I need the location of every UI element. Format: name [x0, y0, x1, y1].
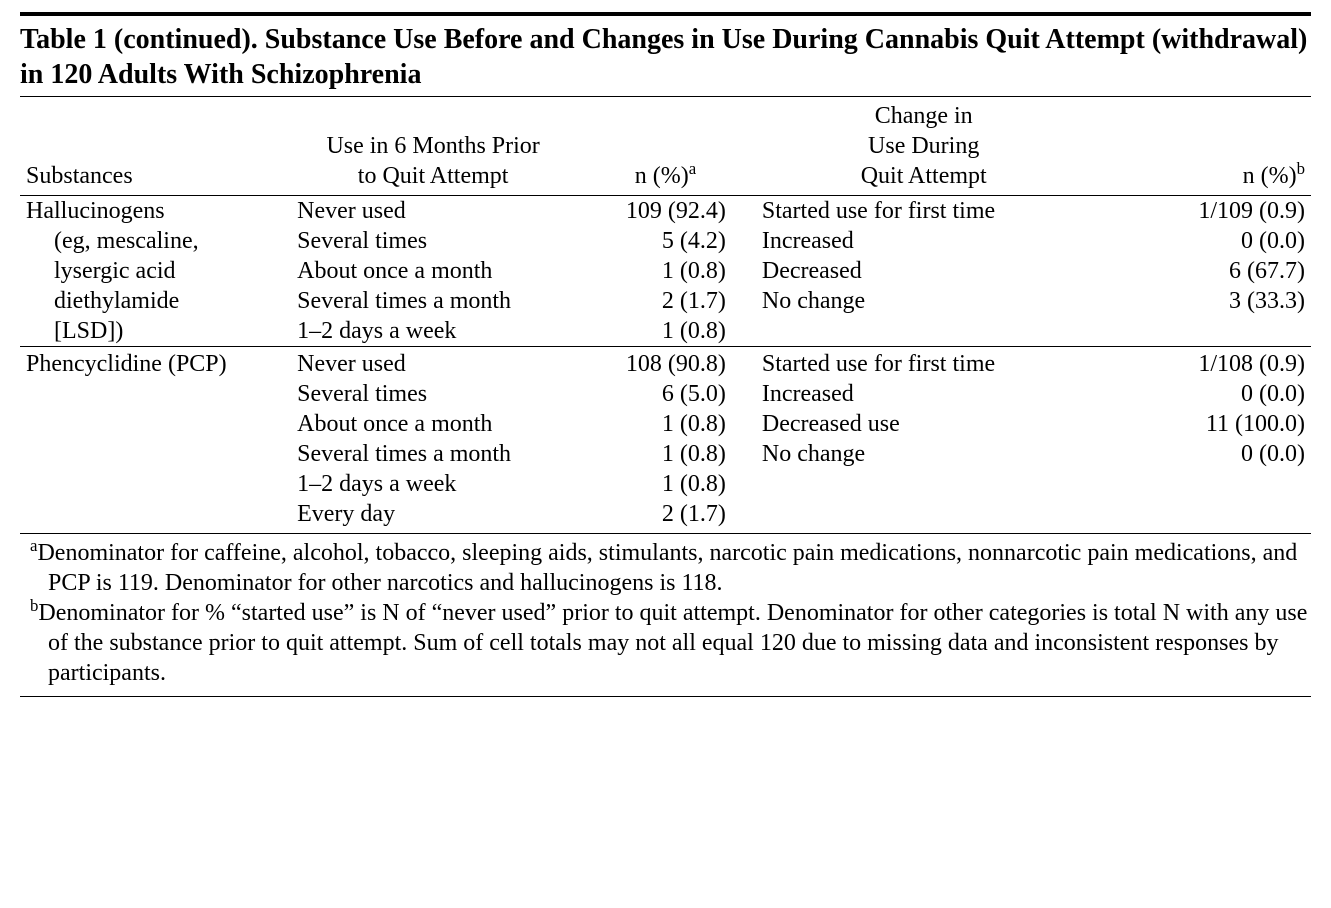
prior-use-label: Never used [291, 347, 575, 380]
prior-use-value: 1 (0.8) [575, 469, 756, 499]
prior-use-label: Never used [291, 196, 575, 227]
substance-name-cont [20, 379, 291, 409]
change-value: 0 (0.0) [1092, 226, 1311, 256]
prior-use-value: 6 (5.0) [575, 379, 756, 409]
header-substances: Substances [20, 97, 291, 196]
prior-use-label: Several times [291, 379, 575, 409]
change-value: 6 (67.7) [1092, 256, 1311, 286]
prior-use-value: 2 (1.7) [575, 286, 756, 316]
prior-use-value: 108 (90.8) [575, 347, 756, 380]
substance-name: Phencyclidine (PCP) [20, 347, 291, 380]
substance-name: Hallucinogens [20, 196, 291, 227]
change-label: No change [756, 439, 1092, 469]
change-value [1092, 499, 1311, 534]
prior-use-value: 109 (92.4) [575, 196, 756, 227]
change-label: Started use for first time [756, 196, 1092, 227]
prior-use-label: 1–2 days a week [291, 316, 575, 347]
prior-use-label: Several times a month [291, 439, 575, 469]
change-label [756, 469, 1092, 499]
prior-use-label: About once a month [291, 256, 575, 286]
change-value: 0 (0.0) [1092, 439, 1311, 469]
table-title: Table 1 (continued). Substance Use Befor… [20, 12, 1311, 96]
change-value [1092, 316, 1311, 347]
change-label: No change [756, 286, 1092, 316]
header-change: Change in Use During Quit Attempt [756, 97, 1092, 196]
change-label: Increased [756, 379, 1092, 409]
change-value: 0 (0.0) [1092, 379, 1311, 409]
footnote-b: bDenominator for % “started use” is N of… [20, 598, 1311, 688]
change-value: 3 (33.3) [1092, 286, 1311, 316]
change-label: Started use for first time [756, 347, 1092, 380]
prior-use-value: 1 (0.8) [575, 439, 756, 469]
data-table: Substances Use in 6 Months Prior to Quit… [20, 96, 1311, 534]
substance-name-cont [20, 499, 291, 534]
change-value [1092, 469, 1311, 499]
change-label: Increased [756, 226, 1092, 256]
header-n-pct-a: n (%)a [575, 97, 756, 196]
footnote-a: aDenominator for caffeine, alcohol, toba… [20, 538, 1311, 598]
substance-name-cont: diethylamide [20, 286, 291, 316]
substance-name-cont [20, 439, 291, 469]
change-value: 1/108 (0.9) [1092, 347, 1311, 380]
change-label [756, 316, 1092, 347]
change-label: Decreased [756, 256, 1092, 286]
footnotes: aDenominator for caffeine, alcohol, toba… [20, 534, 1311, 697]
prior-use-label: Several times a month [291, 286, 575, 316]
prior-use-value: 1 (0.8) [575, 409, 756, 439]
prior-use-label: Several times [291, 226, 575, 256]
prior-use-label: 1–2 days a week [291, 469, 575, 499]
substance-name-cont: (eg, mescaline, [20, 226, 291, 256]
prior-use-value: 5 (4.2) [575, 226, 756, 256]
prior-use-label: Every day [291, 499, 575, 534]
prior-use-label: About once a month [291, 409, 575, 439]
header-n-pct-b: n (%)b [1092, 97, 1311, 196]
header-prior-use: Use in 6 Months Prior to Quit Attempt [291, 97, 575, 196]
change-value: 11 (100.0) [1092, 409, 1311, 439]
change-label [756, 499, 1092, 534]
prior-use-value: 1 (0.8) [575, 256, 756, 286]
substance-name-cont: lysergic acid [20, 256, 291, 286]
substance-name-cont [20, 409, 291, 439]
prior-use-value: 1 (0.8) [575, 316, 756, 347]
substance-name-cont: [LSD]) [20, 316, 291, 347]
substance-name-cont [20, 469, 291, 499]
change-label: Decreased use [756, 409, 1092, 439]
change-value: 1/109 (0.9) [1092, 196, 1311, 227]
prior-use-value: 2 (1.7) [575, 499, 756, 534]
